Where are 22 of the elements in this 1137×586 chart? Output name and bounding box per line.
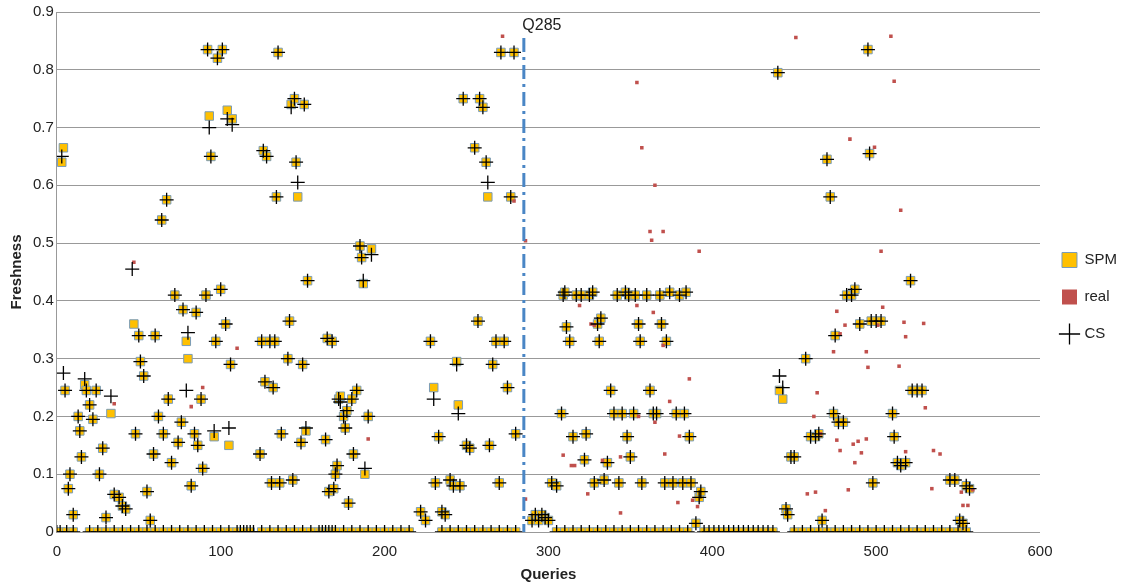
x-tick-label: 600	[1027, 542, 1053, 560]
x-tick-label: 100	[208, 542, 234, 560]
y-tick-label: 0.6	[32, 175, 54, 193]
y-tick-label: 0.7	[32, 117, 54, 135]
x-tick-label: 300	[535, 542, 561, 560]
legend-label: CS	[1084, 324, 1106, 342]
y-tick-label: 0.1	[32, 464, 54, 482]
y-axis-title: Freshness	[7, 234, 25, 310]
ref-line-label: Q285	[522, 16, 562, 34]
legend-label: SPM	[1084, 250, 1118, 268]
y-tick-label: 0.3	[32, 348, 54, 366]
y-tick-label: 0.9	[32, 2, 54, 20]
y-tick-label: 0	[45, 522, 54, 540]
y-tick-label: 0.5	[32, 233, 54, 251]
y-tick-label: 0.8	[32, 59, 54, 77]
x-tick-label: 500	[863, 542, 889, 560]
legend-label: real	[1084, 287, 1110, 305]
y-tick-label: 0.2	[32, 406, 54, 424]
x-axis-title: Queries	[520, 565, 577, 583]
x-tick-label: 400	[699, 542, 725, 560]
x-tick-label: 200	[372, 542, 398, 560]
y-tick-label: 0.4	[32, 291, 54, 309]
